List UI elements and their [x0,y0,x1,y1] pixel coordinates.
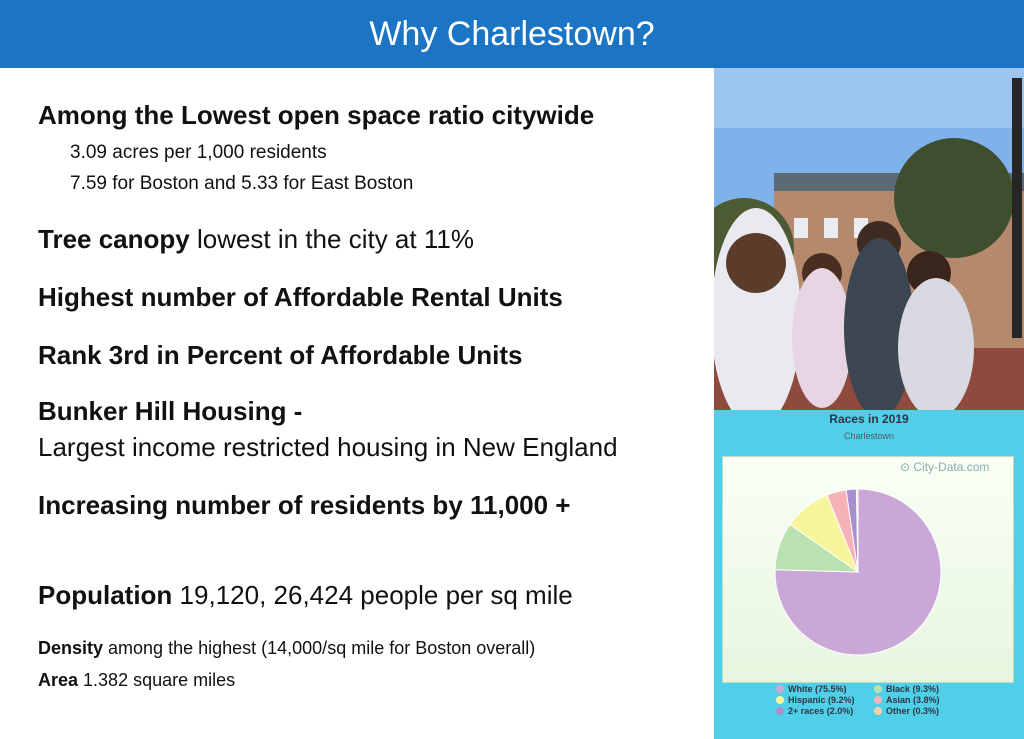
races-pie-chart [774,488,942,656]
legend-item: 2+ races (2.0%) [776,706,853,716]
population-point: Population 19,120, 26,424 people per sq … [38,580,573,611]
legend-swatch [874,696,882,704]
chart-subtitle: Charlestown [843,431,895,441]
legend-swatch [776,685,784,693]
resident-increase-point: Increasing number of residents by 11,000… [38,490,571,520]
open-space-detail-1: 3.09 acres per 1,000 residents [70,142,327,163]
area-label: Area [38,670,79,690]
open-space-heading: Among the Lowest open space ratio citywi… [38,100,595,130]
legend-item: Black (9.3%) [874,684,939,694]
tree-canopy-label: Tree canopy [38,224,190,254]
population-label: Population [38,580,173,610]
family-photo [714,68,1024,410]
area-text: 1.382 square miles [78,670,236,690]
density-point: Density among the highest (14,000/sq mil… [38,638,535,659]
legend-item: Other (0.3%) [874,706,939,716]
legend-label: White (75.5%) [788,684,847,694]
open-space-detail-2: 7.59 for Boston and 5.33 for East Boston [70,173,414,194]
rank-point: Rank 3rd in Percent of Affordable Units [38,340,523,370]
legend-swatch [776,707,784,715]
population-text: 19,120, 26,424 people per sq mile [172,580,573,610]
area-point: Area 1.382 square miles [38,670,235,691]
rental-units-point: Highest number of Affordable Rental Unit… [38,282,563,312]
legend-swatch [776,696,784,704]
legend-label: Black (9.3%) [886,684,940,694]
races-chart-panel: Races in 2019 Charlestown ⊙ City-Data.co… [714,410,1024,739]
legend-swatch [874,707,882,715]
legend-label: 2+ races (2.0%) [788,706,854,716]
watermark-text: City-Data.com [913,460,990,474]
family-photo-illustration [714,68,1024,410]
density-label: Density [38,638,104,658]
tree-canopy-point: Tree canopy lowest in the city at 11% [38,224,474,255]
chart-title: Races in 2019 [829,412,909,426]
legend-swatch [874,685,882,693]
slide-title: Why Charlestown? [0,0,1024,68]
tree-canopy-text: lowest in the city at 11% [189,224,474,254]
legend-label: Asian (3.8%) [886,695,940,705]
plot-area [722,456,1014,683]
legend-label: Other (0.3%) [886,706,940,716]
density-text: among the highest (14,000/sq mile for Bo… [103,638,536,658]
legend-item: Hispanic (9.2%) [776,695,855,705]
legend-label: Hispanic (9.2%) [788,695,855,705]
bunker-hill-heading: Bunker Hill Housing - [38,396,303,426]
legend-item: White (75.5%) [776,684,847,694]
pie-slice-5 [855,488,859,573]
bunker-hill-detail: Largest income restricted housing in New… [38,432,618,462]
legend-item: Asian (3.8%) [874,695,940,705]
watermark: ⊙ City-Data.com [900,460,990,474]
